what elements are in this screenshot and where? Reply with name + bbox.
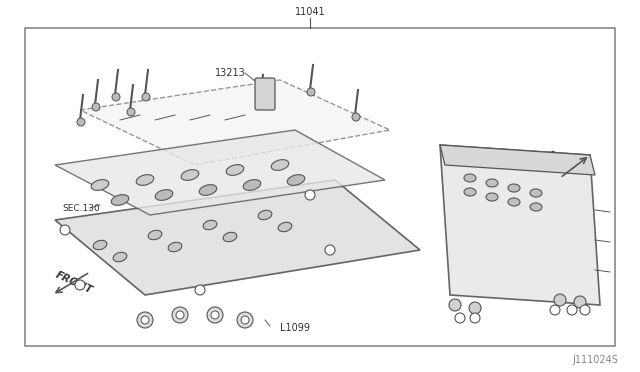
Circle shape — [470, 313, 480, 323]
Circle shape — [574, 296, 586, 308]
Ellipse shape — [287, 174, 305, 185]
Ellipse shape — [530, 203, 542, 211]
Circle shape — [92, 103, 100, 111]
Circle shape — [257, 98, 265, 106]
Bar — [25, 28, 615, 346]
Ellipse shape — [464, 174, 476, 182]
Ellipse shape — [148, 230, 162, 240]
Ellipse shape — [486, 193, 498, 201]
Polygon shape — [55, 130, 385, 215]
Circle shape — [554, 294, 566, 306]
Ellipse shape — [226, 165, 244, 175]
Ellipse shape — [92, 180, 109, 190]
Ellipse shape — [258, 210, 272, 220]
Polygon shape — [440, 145, 595, 175]
Ellipse shape — [93, 240, 107, 250]
Text: 13213: 13213 — [214, 68, 245, 78]
Circle shape — [142, 93, 150, 101]
Circle shape — [469, 302, 481, 314]
Ellipse shape — [168, 242, 182, 252]
Ellipse shape — [199, 185, 217, 195]
Ellipse shape — [111, 195, 129, 205]
Text: FRONT: FRONT — [54, 270, 94, 296]
Ellipse shape — [271, 160, 289, 170]
Text: 11041: 11041 — [294, 7, 325, 17]
Circle shape — [580, 305, 590, 315]
Ellipse shape — [156, 190, 173, 201]
Circle shape — [550, 305, 560, 315]
Circle shape — [141, 316, 149, 324]
Circle shape — [137, 312, 153, 328]
Ellipse shape — [243, 180, 260, 190]
Ellipse shape — [530, 189, 542, 197]
Circle shape — [307, 88, 315, 96]
Circle shape — [352, 113, 360, 121]
Ellipse shape — [508, 184, 520, 192]
Text: FRONT: FRONT — [546, 150, 586, 176]
Circle shape — [75, 280, 85, 290]
Ellipse shape — [278, 222, 292, 232]
Ellipse shape — [136, 174, 154, 185]
Ellipse shape — [464, 188, 476, 196]
Circle shape — [207, 307, 223, 323]
Circle shape — [112, 93, 120, 101]
Circle shape — [127, 108, 135, 116]
Circle shape — [77, 118, 85, 126]
Circle shape — [449, 299, 461, 311]
Circle shape — [176, 311, 184, 319]
Circle shape — [172, 307, 188, 323]
Circle shape — [455, 313, 465, 323]
Ellipse shape — [203, 220, 217, 230]
Circle shape — [567, 305, 577, 315]
Polygon shape — [440, 145, 600, 305]
Text: L1099: L1099 — [280, 323, 310, 333]
Circle shape — [211, 311, 219, 319]
Text: SEC.130: SEC.130 — [62, 203, 100, 212]
Ellipse shape — [113, 252, 127, 262]
Ellipse shape — [223, 232, 237, 242]
Ellipse shape — [508, 198, 520, 206]
Circle shape — [195, 285, 205, 295]
Text: J111024S: J111024S — [572, 355, 618, 365]
FancyBboxPatch shape — [255, 78, 275, 110]
Circle shape — [241, 316, 249, 324]
Polygon shape — [55, 180, 420, 295]
Circle shape — [305, 190, 315, 200]
Polygon shape — [80, 80, 390, 165]
Ellipse shape — [486, 179, 498, 187]
Ellipse shape — [181, 170, 199, 180]
Circle shape — [60, 225, 70, 235]
Circle shape — [237, 312, 253, 328]
Circle shape — [325, 245, 335, 255]
